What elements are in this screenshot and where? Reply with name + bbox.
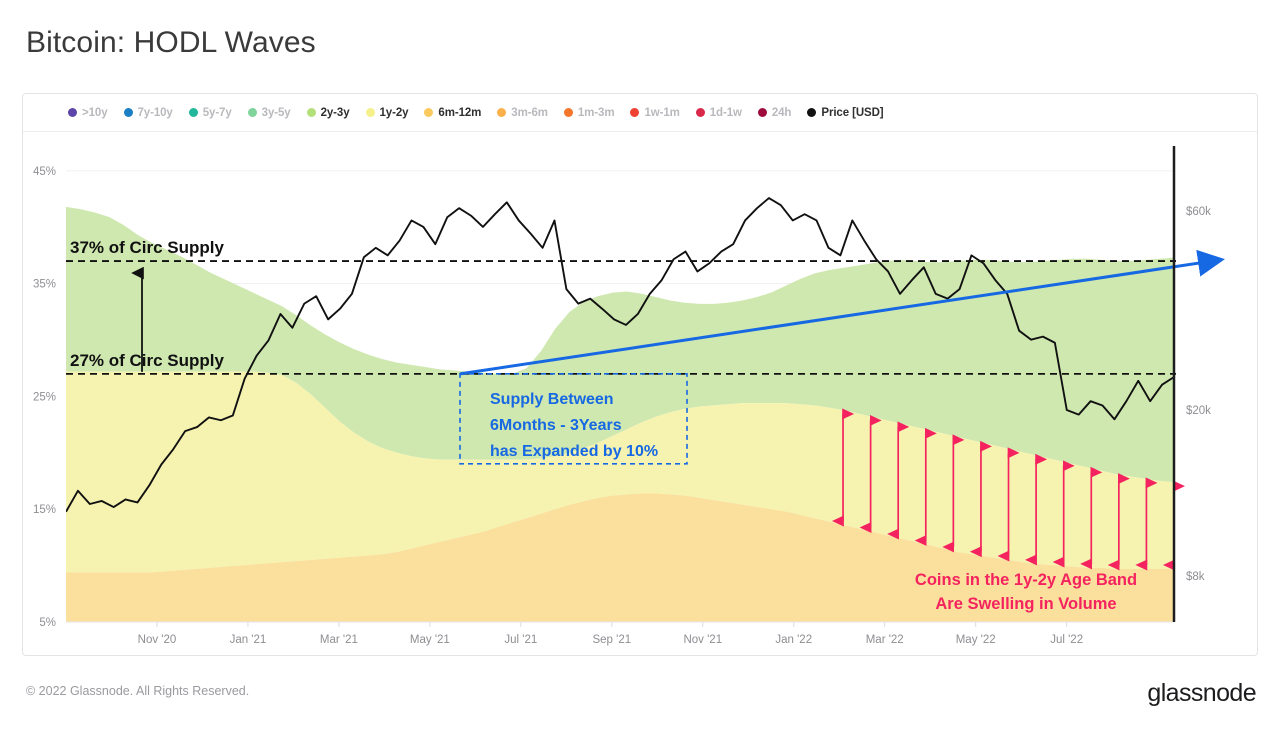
band-6m-12m bbox=[66, 493, 1174, 622]
x-axis-tick: Mar '22 bbox=[866, 634, 904, 646]
x-axis-tick: Jul '22 bbox=[1050, 634, 1083, 646]
x-axis-tick: May '22 bbox=[956, 634, 996, 646]
x-axis-ticks: Nov '20 Jan '21 Mar '21 May '21 Jul '21 Sep '… bbox=[138, 622, 1083, 646]
legend-label: 24h bbox=[771, 106, 792, 119]
x-axis-tick: Mar '21 bbox=[320, 634, 358, 646]
legend-item-6m-12m[interactable]: 6m-12m bbox=[424, 107, 481, 119]
x-axis-tick: Jan '22 bbox=[775, 634, 812, 646]
legend-swatch-icon bbox=[68, 108, 77, 117]
legend-swatch-icon bbox=[757, 108, 767, 117]
brand-logo: glassnode bbox=[1147, 679, 1256, 707]
swelling-note-line: Are Swelling in Volume bbox=[935, 595, 1116, 613]
legend-swatch-icon bbox=[497, 108, 507, 117]
copyright-notice: © 2022 Glassnode. All Rights Reserved. bbox=[26, 684, 250, 698]
price-axis-tick: $8k bbox=[1186, 571, 1205, 583]
legend-label: 1m-3m bbox=[577, 106, 615, 119]
supply-callout-box bbox=[459, 373, 688, 465]
swelling-note-line: Coins in the 1y-2y Age Band bbox=[915, 571, 1137, 589]
legend-swatch-icon bbox=[630, 108, 640, 117]
legend-label: >10y bbox=[82, 106, 108, 119]
y-axis-ticks: 45% 35% 25% 15% 5% bbox=[33, 166, 56, 629]
legend-item-1d-1w[interactable]: 1d-1w bbox=[695, 106, 742, 119]
legend-swatch-icon bbox=[188, 108, 198, 117]
plot-area: 45%35%25%15%5% glassnode 37% of Circ Sup… bbox=[23, 132, 1257, 655]
price-axis-tick: $20k bbox=[1186, 405, 1211, 417]
legend-label: 3m-6m bbox=[511, 106, 548, 119]
chart-legend: >10y 7y-10y 5y-7y 3y-5y 2y-3y 1y-2y 6m-12m 3m-6… bbox=[23, 94, 1257, 132]
legend-item-5y-7y[interactable]: 5y-7y bbox=[188, 106, 232, 119]
legend-item-3y-5y[interactable]: 3y-5y bbox=[247, 106, 291, 119]
y-axis-tick: 5% bbox=[39, 617, 56, 629]
legend-swatch-icon bbox=[247, 108, 257, 117]
annotation-37-label: 37% of Circ Supply bbox=[70, 238, 225, 257]
legend-item-24h[interactable]: 24h bbox=[757, 106, 792, 119]
legend-item-2y-3y[interactable]: 2y-3y bbox=[306, 106, 350, 119]
y-axis-tick: 35% bbox=[33, 279, 56, 291]
legend-swatch-icon bbox=[424, 108, 434, 117]
x-axis-tick: Sep '21 bbox=[592, 634, 631, 646]
y-axis-tick: 15% bbox=[33, 504, 56, 516]
legend-swatch-icon bbox=[365, 108, 375, 117]
legend-item-1m-3m[interactable]: 1m-3m bbox=[563, 106, 615, 119]
legend-label: 2y-3y bbox=[320, 106, 350, 119]
hodl-waves-svg: 45%35%25%15%5% glassnode 37% of Circ Sup… bbox=[33, 146, 1225, 646]
price-axis-tick: $60k bbox=[1186, 206, 1211, 218]
legend-swatch-icon bbox=[807, 108, 817, 117]
x-axis-tick: Nov '20 bbox=[138, 634, 177, 646]
legend-label: 1y-2y bbox=[379, 106, 409, 119]
legend-item-1y-2y[interactable]: 1y-2y bbox=[365, 106, 409, 119]
annotation-27-label: 27% of Circ Supply bbox=[70, 351, 225, 370]
legend-label: 1d-1w bbox=[709, 106, 742, 119]
x-axis-tick: Jul '21 bbox=[504, 634, 537, 646]
legend-label: 7y-10y bbox=[137, 106, 173, 119]
supply-callout-line: Supply Between bbox=[490, 391, 614, 408]
supply-callout-line: has Expanded by 10% bbox=[490, 443, 658, 460]
legend-swatch-icon bbox=[306, 108, 316, 117]
price-line bbox=[66, 197, 1174, 513]
axis-frame bbox=[66, 146, 1176, 623]
legend-label: 6m-12m bbox=[438, 106, 482, 119]
legend-label: 5y-7y bbox=[202, 106, 232, 119]
band-2y-3y bbox=[66, 206, 1174, 483]
trend-arrow bbox=[459, 249, 1225, 376]
legend-item-7y-10y[interactable]: 7y-10y bbox=[123, 106, 173, 119]
x-axis-tick: May '21 bbox=[410, 634, 450, 646]
legend-item-10y[interactable]: >10y bbox=[68, 107, 108, 119]
legend-swatch-icon bbox=[563, 108, 573, 117]
price-axis-ticks: $60k $20k $8k bbox=[1186, 206, 1211, 583]
y-axis-tick: 25% bbox=[33, 391, 56, 403]
legend-label: 3y-5y bbox=[261, 106, 291, 119]
page-title: Bitcoin: HODL Waves bbox=[26, 26, 316, 59]
x-axis-tick: Nov '21 bbox=[683, 634, 722, 646]
y-axis-tick: 45% bbox=[33, 166, 56, 178]
legend-swatch-icon bbox=[695, 108, 705, 117]
legend-swatch-icon bbox=[123, 108, 133, 117]
legend-item-price-usd[interactable]: Price [USD] bbox=[807, 106, 884, 119]
x-axis-tick: Jan '21 bbox=[230, 634, 267, 646]
reference-lines bbox=[66, 260, 1176, 375]
legend-item-1w-1m[interactable]: 1w-1m bbox=[630, 106, 680, 119]
supply-callout-line: 6Months - 3Years bbox=[490, 417, 622, 434]
legend-item-3m-6m[interactable]: 3m-6m bbox=[497, 107, 548, 119]
chart-panel: >10y 7y-10y 5y-7y 3y-5y 2y-3y 1y-2y 6m-12m 3m-6… bbox=[22, 93, 1258, 656]
legend-label: Price [USD] bbox=[821, 106, 884, 119]
legend-label: 1w-1m bbox=[644, 106, 680, 119]
